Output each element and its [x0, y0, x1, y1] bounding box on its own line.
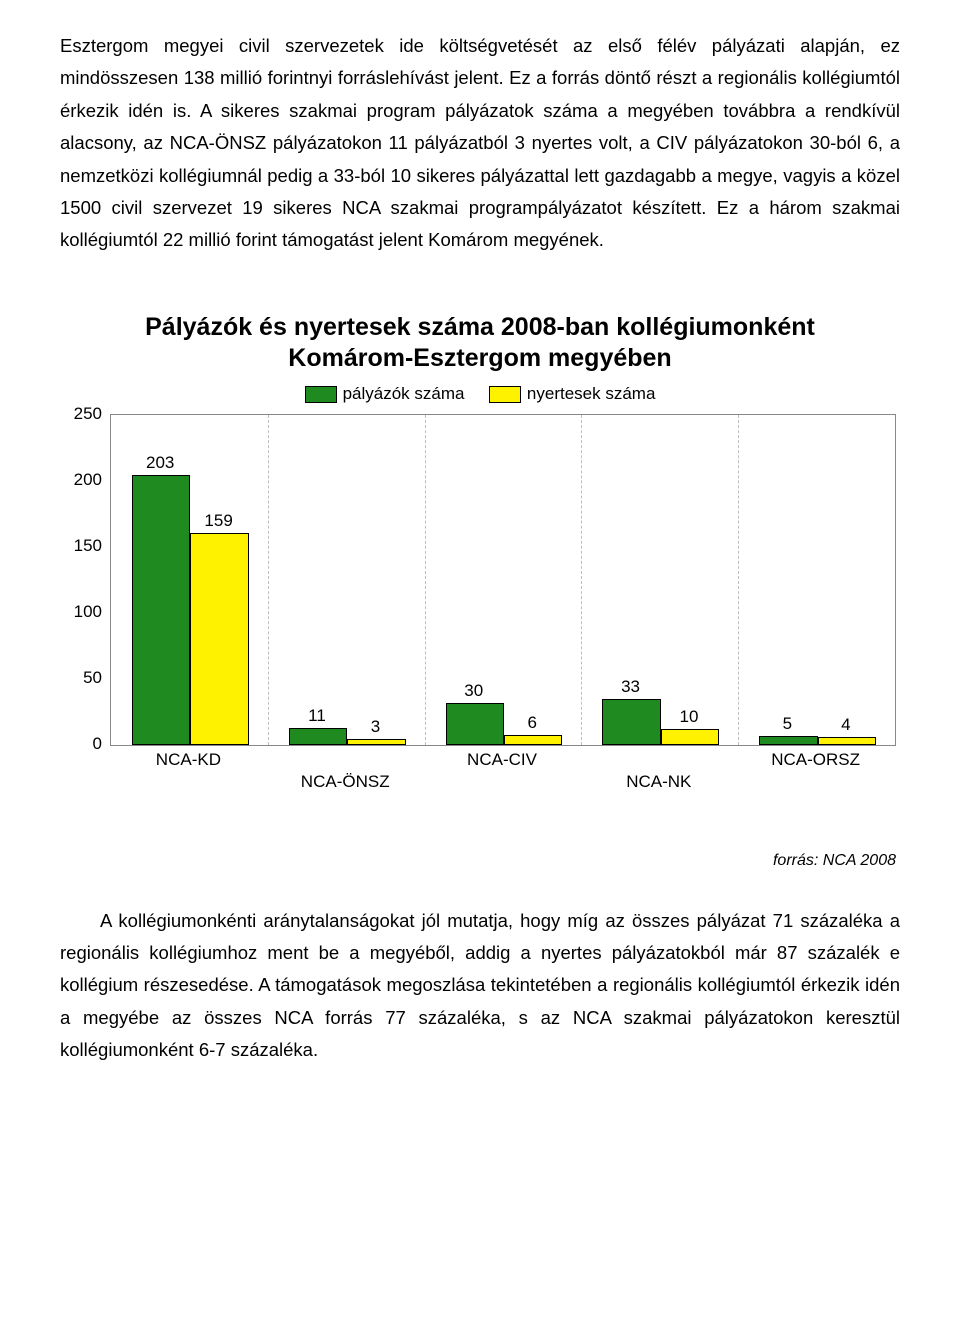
xtick-label: NCA-NK — [626, 772, 691, 792]
bar — [602, 699, 660, 745]
legend-item-0: pályázók száma — [305, 384, 465, 404]
bar — [132, 475, 190, 745]
chart-legend: pályázók száma nyertesek száma — [60, 384, 900, 408]
ytick-label: 150 — [60, 536, 102, 556]
bar-value-label: 33 — [621, 677, 640, 697]
xtick-label: NCA-ÖNSZ — [301, 772, 390, 792]
bar-value-label: 30 — [464, 681, 483, 701]
legend-label-0: pályázók száma — [343, 384, 465, 404]
legend-swatch-0 — [305, 386, 337, 403]
xtick-label: NCA-CIV — [467, 750, 537, 770]
chart-title: Pályázók és nyertesek száma 2008-ban kol… — [60, 312, 900, 375]
bar-value-label: 4 — [841, 715, 850, 735]
legend-label-1: nyertesek száma — [527, 384, 656, 404]
legend-item-1: nyertesek száma — [489, 384, 656, 404]
bar-value-label: 5 — [783, 714, 792, 734]
bar-value-label: 6 — [527, 713, 536, 733]
bar-value-label: 159 — [204, 511, 232, 531]
bar — [759, 736, 817, 745]
chart-block: Pályázók és nyertesek száma 2008-ban kol… — [60, 312, 900, 870]
paragraph-1: Esztergom megyei civil szervezetek ide k… — [60, 30, 900, 257]
ytick-label: 250 — [60, 404, 102, 424]
legend-swatch-1 — [489, 386, 521, 403]
bar — [347, 739, 405, 745]
gridline — [738, 415, 739, 745]
gridline — [581, 415, 582, 745]
bar-value-label: 10 — [680, 707, 699, 727]
bar — [504, 735, 562, 745]
plot-area: 203 159 11 3 30 6 33 10 5 4 — [110, 414, 896, 746]
bar — [190, 533, 248, 745]
ytick-label: 100 — [60, 602, 102, 622]
chart-source: forrás: NCA 2008 — [60, 852, 896, 870]
bar — [661, 729, 719, 744]
body-text-top: Esztergom megyei civil szervezetek ide k… — [60, 30, 900, 257]
chart-title-line2: Komárom-Esztergom megyében — [288, 344, 671, 372]
body-text-bottom: A kollégiumonkénti aránytalanságokat jól… — [60, 905, 900, 1067]
ytick-label: 0 — [60, 734, 102, 754]
bar-value-label: 3 — [371, 717, 380, 737]
bar — [446, 703, 504, 745]
bar — [289, 728, 347, 745]
xtick-label: NCA-ORSZ — [771, 750, 860, 770]
bar-value-label: 11 — [308, 706, 326, 726]
gridline — [425, 415, 426, 745]
bar — [818, 737, 876, 744]
chart-title-line1: Pályázók és nyertesek száma 2008-ban kol… — [145, 313, 815, 341]
xtick-label: NCA-KD — [156, 750, 221, 770]
ytick-label: 200 — [60, 470, 102, 490]
paragraph-2: A kollégiumonkénti aránytalanságokat jól… — [60, 905, 900, 1067]
plot-wrap: 203159113306331054 050100150200250 NCA-K… — [60, 414, 900, 804]
gridline — [268, 415, 269, 745]
bar-value-label: 203 — [146, 453, 174, 473]
ytick-label: 50 — [60, 668, 102, 688]
